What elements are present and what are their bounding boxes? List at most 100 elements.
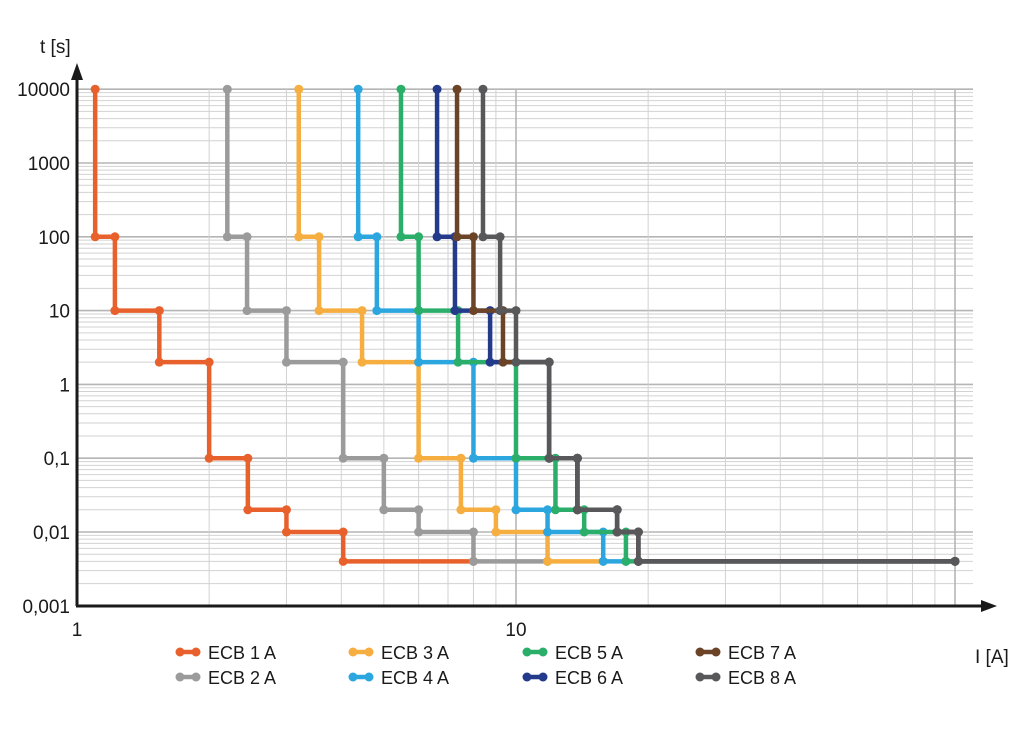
- legend-swatch-dot: [522, 672, 532, 682]
- data-point: [372, 306, 382, 316]
- data-point: [572, 453, 582, 463]
- data-point: [612, 527, 622, 537]
- legend-label: ECB 4 A: [381, 668, 449, 688]
- legend-label: ECB 5 A: [555, 643, 623, 663]
- legend-swatch-dot: [538, 647, 548, 657]
- series-group: [90, 84, 960, 566]
- legend-swatch-dot: [191, 647, 201, 657]
- legend-swatch-dot: [695, 647, 705, 657]
- legend-item: ECB 1 A: [175, 643, 276, 663]
- y-tick-label: 100: [38, 228, 70, 249]
- y-axis-label: t [s]: [40, 37, 71, 58]
- data-point: [543, 527, 553, 537]
- legend-swatch-dot: [711, 672, 721, 682]
- data-point: [90, 84, 100, 94]
- data-point: [544, 453, 554, 463]
- y-tick-label: 1: [59, 375, 70, 396]
- data-point: [468, 527, 478, 537]
- legend-swatch-dot: [364, 647, 374, 657]
- data-point: [950, 556, 960, 566]
- data-point: [204, 357, 214, 367]
- legend-swatch-dot: [364, 672, 374, 682]
- grid: [76, 88, 973, 607]
- y-tick-label: 10000: [17, 80, 70, 101]
- data-point: [612, 505, 622, 515]
- series-ecb-7: [452, 84, 960, 566]
- data-point: [338, 357, 348, 367]
- data-point: [414, 505, 424, 515]
- legend: ECB 1 A ECB 2 A ECB 3 A ECB 4 A ECB 5 A ECB 6…: [175, 643, 796, 688]
- data-point: [432, 232, 442, 242]
- legend-swatch-dot: [175, 647, 185, 657]
- data-point: [550, 505, 560, 515]
- x-axis-label: I [A]: [975, 647, 1009, 668]
- data-point: [498, 357, 508, 367]
- legend-swatch-dot: [538, 672, 548, 682]
- data-point: [357, 357, 367, 367]
- data-point: [414, 232, 424, 242]
- legend-item: ECB 8 A: [695, 668, 796, 688]
- data-point: [495, 232, 505, 242]
- data-point: [154, 306, 164, 316]
- legend-swatch-dot: [348, 647, 358, 657]
- data-point: [222, 232, 232, 242]
- data-point: [511, 505, 521, 515]
- legend-swatch-dot: [695, 672, 705, 682]
- x-tick-label: 1: [72, 620, 83, 641]
- data-point: [396, 232, 406, 242]
- data-point: [452, 232, 462, 242]
- data-point: [314, 306, 324, 316]
- data-point: [456, 453, 466, 463]
- data-point: [338, 556, 348, 566]
- legend-label: ECB 1 A: [208, 643, 276, 663]
- legend-item: ECB 4 A: [348, 668, 449, 688]
- data-point: [478, 84, 488, 94]
- data-point: [633, 527, 643, 537]
- data-point: [204, 453, 214, 463]
- data-point: [154, 357, 164, 367]
- data-point: [468, 306, 478, 316]
- data-point: [485, 357, 495, 367]
- data-point: [468, 556, 478, 566]
- data-point: [468, 453, 478, 463]
- legend-swatch-dot: [348, 672, 358, 682]
- data-point: [495, 306, 505, 316]
- legend-label: ECB 7 A: [728, 643, 796, 663]
- x-axis-arrow-icon: [981, 600, 997, 612]
- data-point: [491, 527, 501, 537]
- data-point: [353, 84, 363, 94]
- data-point: [222, 84, 232, 94]
- data-point: [243, 505, 253, 515]
- legend-label: ECB 2 A: [208, 668, 276, 688]
- legend-swatch-dot: [191, 672, 201, 682]
- y-tick-label: 0,01: [33, 523, 70, 544]
- data-point: [544, 357, 554, 367]
- data-point: [414, 527, 424, 537]
- data-point: [357, 306, 367, 316]
- data-point: [338, 453, 348, 463]
- y-tick-label: 1000: [28, 154, 70, 175]
- legend-item: ECB 3 A: [348, 643, 449, 663]
- legend-label: ECB 6 A: [555, 668, 623, 688]
- series-line: [225, 89, 548, 564]
- series-line: [454, 89, 955, 564]
- data-point: [294, 84, 304, 94]
- data-point: [281, 357, 291, 367]
- data-point: [243, 453, 253, 463]
- series-ecb-6: [432, 84, 960, 566]
- legend-item: ECB 6 A: [522, 668, 623, 688]
- data-point: [281, 306, 291, 316]
- data-point: [456, 505, 466, 515]
- x-tick-label: 10: [505, 620, 526, 641]
- series-ecb-1: [90, 84, 478, 566]
- data-point: [511, 357, 521, 367]
- data-point: [90, 232, 100, 242]
- data-point: [450, 306, 460, 316]
- data-point: [452, 84, 462, 94]
- data-point: [338, 527, 348, 537]
- data-point: [379, 453, 389, 463]
- series-ecb-2: [222, 84, 553, 566]
- data-point: [633, 556, 643, 566]
- data-point: [414, 306, 424, 316]
